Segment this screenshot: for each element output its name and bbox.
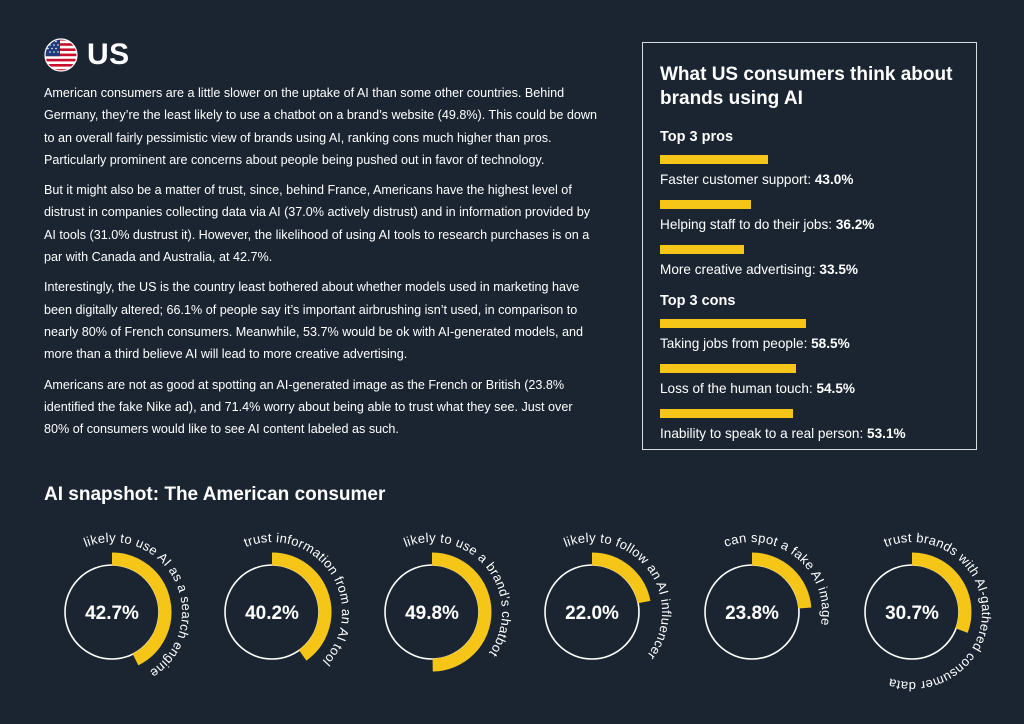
snapshot-item: 22.0%likely to follow an AI influencer (544, 505, 695, 678)
ring-arc (271, 552, 332, 661)
snapshot-item: 49.8%likely to use a brand’s chatbot (384, 505, 534, 676)
snapshot-item: 30.7%trust brands with AI-gathered consu… (832, 505, 1019, 708)
con-value: 58.5% (811, 336, 850, 351)
con-bar (660, 319, 807, 328)
ring-value: 40.2% (245, 603, 299, 624)
country-header: US (44, 38, 130, 72)
con-label: Loss of the human touch: (660, 381, 817, 396)
pro-value: 36.2% (835, 217, 875, 232)
con-label: Taking jobs from people: (660, 336, 812, 351)
ring-arc (911, 552, 972, 633)
ring-value: 22.0% (565, 603, 619, 624)
intro-paragraph: Americans are not as good at spotting an… (44, 377, 573, 437)
intro-paragraph: American consumers are a little slower o… (44, 86, 598, 167)
pro-label: Faster customer support: (660, 172, 815, 187)
us-flag-icon (44, 38, 78, 72)
snapshot-item: 42.7%likely to use AI as a search engine (64, 505, 218, 687)
snapshot-item: 23.8%can spot a fake AI image (704, 505, 844, 660)
ring-arc (751, 552, 812, 609)
snapshot-item: 40.2%trust information from an AI tool (224, 505, 376, 682)
pro-value: 43.0% (814, 172, 854, 187)
con-value: 53.1% (867, 426, 906, 441)
intro-text: American consumers are a little slower o… (44, 82, 600, 448)
intro-paragraph: Interestingly, the US is the country lea… (44, 280, 584, 362)
ring-value: 23.8% (725, 603, 779, 624)
ring-arc (431, 552, 492, 672)
pro-bar (660, 245, 744, 254)
ring-value: 30.7% (885, 603, 939, 624)
pro-item: Faster customer support: 43.0% (660, 155, 959, 187)
pro-bar (660, 155, 768, 164)
intro-paragraph: But it might also be a matter of trust, … (44, 183, 591, 265)
ring-label: can spot a fake AI image (721, 505, 844, 653)
snapshot-title: AI snapshot: The American consumer (44, 484, 386, 505)
ring-label: likely to follow an AI influencer (561, 505, 695, 678)
ring-value: 49.8% (405, 603, 459, 624)
pro-label: Helping staff to do their jobs: (660, 217, 836, 232)
con-bar (660, 364, 797, 373)
con-item: Loss of the human touch: 54.5% (660, 364, 959, 396)
con-bar (660, 409, 793, 418)
con-value: 54.5% (816, 381, 855, 396)
ring-arc (111, 552, 172, 666)
panel-title: What US consumers think about brands usi… (660, 64, 953, 109)
cons-heading: Top 3 cons (660, 293, 736, 309)
pro-item: More creative advertising: 33.5% (660, 245, 959, 277)
pro-label: More creative advertising: (660, 262, 820, 277)
ring-value: 42.7% (85, 603, 139, 624)
country-title: US (87, 38, 130, 71)
pro-bar (660, 200, 751, 209)
pro-value: 33.5% (819, 262, 858, 277)
con-item: Inability to speak to a real person: 53.… (660, 409, 959, 441)
pros-cons-panel: What US consumers think about brands usi… (642, 42, 977, 450)
ring-label: likely to use AI as a search engine (81, 505, 218, 687)
con-label: Inability to speak to a real person: (660, 426, 868, 441)
pro-item: Helping staff to do their jobs: 36.2% (660, 200, 959, 232)
con-item: Taking jobs from people: 58.5% (660, 319, 959, 351)
pros-heading: Top 3 pros (660, 129, 734, 145)
ring-arc (591, 552, 651, 604)
